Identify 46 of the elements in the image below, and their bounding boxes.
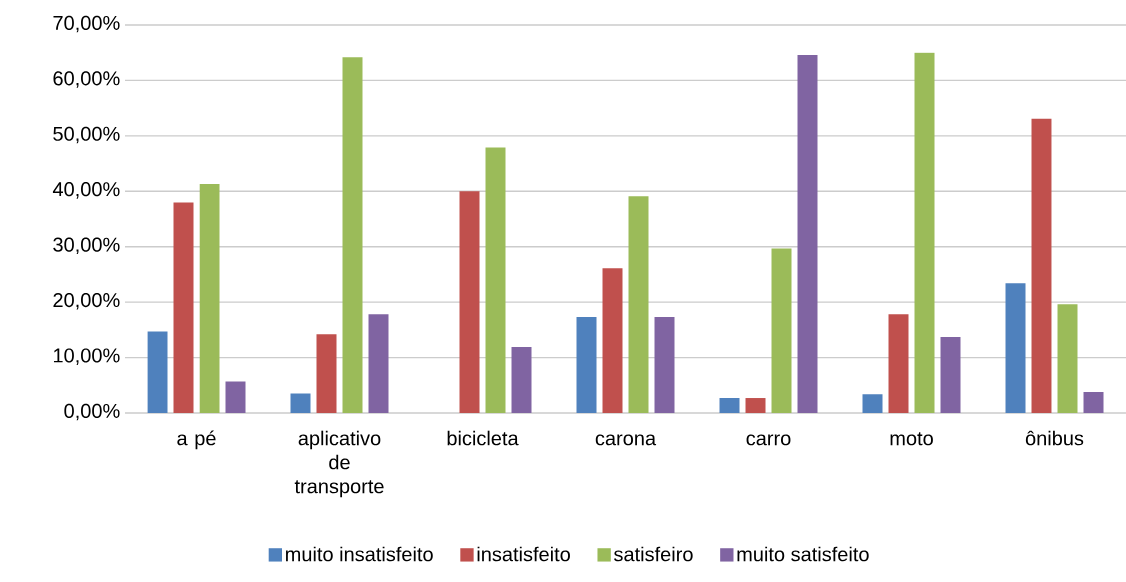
bar xyxy=(368,314,389,414)
x-tick-label: carro xyxy=(746,434,791,446)
bar xyxy=(862,394,883,414)
bar xyxy=(1031,118,1052,414)
bar xyxy=(342,57,363,414)
bar xyxy=(602,268,623,414)
y-tick-label: 70,00% xyxy=(53,15,120,33)
bar xyxy=(628,196,649,414)
bar xyxy=(771,248,792,414)
x-tick-label: a pé xyxy=(177,430,216,450)
y-tick-label: 40,00% xyxy=(52,182,120,199)
bar xyxy=(914,52,935,414)
bar xyxy=(888,314,909,414)
legend-label: insatisfeito xyxy=(477,546,570,562)
legend-label: muito insatisfeito xyxy=(286,546,433,562)
x-tick-label: bicicleta xyxy=(447,430,519,446)
y-tick-label: 50,00% xyxy=(53,126,120,144)
bar xyxy=(1005,283,1026,414)
bar xyxy=(797,54,818,414)
x-tick-label: ônibus xyxy=(1025,430,1084,446)
bar xyxy=(1057,304,1078,414)
x-tick-label: moto xyxy=(890,432,933,446)
bar xyxy=(316,334,337,414)
legend-label: satisfeiro xyxy=(614,546,693,562)
y-tick-label: 0,00% xyxy=(64,403,120,421)
bar xyxy=(199,184,220,414)
bar xyxy=(745,398,766,414)
bar xyxy=(225,381,246,414)
y-tick-label: 30,00% xyxy=(53,237,120,255)
y-tick-label: 60,00% xyxy=(53,71,120,88)
bar xyxy=(147,331,168,414)
x-tick-label: aplicativo de transporte xyxy=(294,430,384,498)
legend-label: muito satisfeito xyxy=(737,546,869,562)
bar xyxy=(940,337,961,414)
x-tick-label: carona xyxy=(595,434,657,446)
bar xyxy=(719,398,740,414)
bar xyxy=(511,347,532,414)
y-tick-label: 10,00% xyxy=(53,348,120,365)
bar xyxy=(654,317,675,414)
bar xyxy=(173,202,194,414)
bar xyxy=(1083,391,1104,414)
bar xyxy=(485,147,506,414)
y-tick-label: 20,00% xyxy=(53,292,120,310)
bar xyxy=(576,317,597,414)
bar xyxy=(459,191,480,414)
bar xyxy=(290,393,311,414)
